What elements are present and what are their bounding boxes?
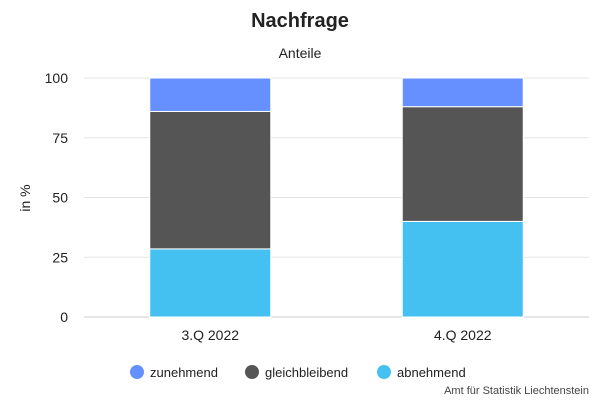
bar-abnehmend-1[interactable] [401, 220, 524, 318]
legend[interactable]: zunehmend gleichbleibend abnehmend [130, 365, 466, 380]
legend-swatch [130, 365, 144, 379]
chart-title: Nachfrage [251, 10, 349, 32]
legend-swatch [377, 365, 391, 379]
x-tick-label: 3.Q 2022 [181, 327, 239, 343]
y-tick-label: 25 [52, 249, 68, 265]
legend-item-zunehmend[interactable]: zunehmend [130, 365, 218, 380]
chart-subtitle: Anteile [279, 45, 322, 61]
bar-zunehmend-0[interactable] [149, 77, 272, 112]
y-axis-ticks: 0 25 50 75 100 [45, 70, 69, 325]
y-axis-label: in % [17, 184, 33, 211]
legend-label: gleichbleibend [265, 365, 348, 380]
y-tick-label: 50 [52, 190, 68, 206]
legend-label: zunehmend [150, 365, 218, 380]
y-tick-label: 75 [52, 130, 68, 146]
bar-gleichbleibend-0[interactable] [149, 110, 272, 250]
legend-item-gleichbleibend[interactable]: gleichbleibend [245, 365, 348, 380]
bar-abnehmend-0[interactable] [149, 248, 272, 318]
x-axis-ticks: 3.Q 2022 4.Q 2022 [181, 327, 491, 343]
bar-gleichbleibend-1[interactable] [401, 106, 524, 222]
y-tick-label: 100 [45, 70, 69, 86]
bar-zunehmend-1[interactable] [401, 77, 524, 108]
legend-label: abnehmend [397, 365, 466, 380]
legend-item-abnehmend[interactable]: abnehmend [377, 365, 466, 380]
y-tick-label: 0 [60, 309, 68, 325]
x-tick-label: 4.Q 2022 [434, 327, 492, 343]
bars [149, 77, 524, 318]
legend-swatch [245, 365, 259, 379]
credit-text[interactable]: Amt für Statistik Liechtenstein [444, 385, 589, 397]
